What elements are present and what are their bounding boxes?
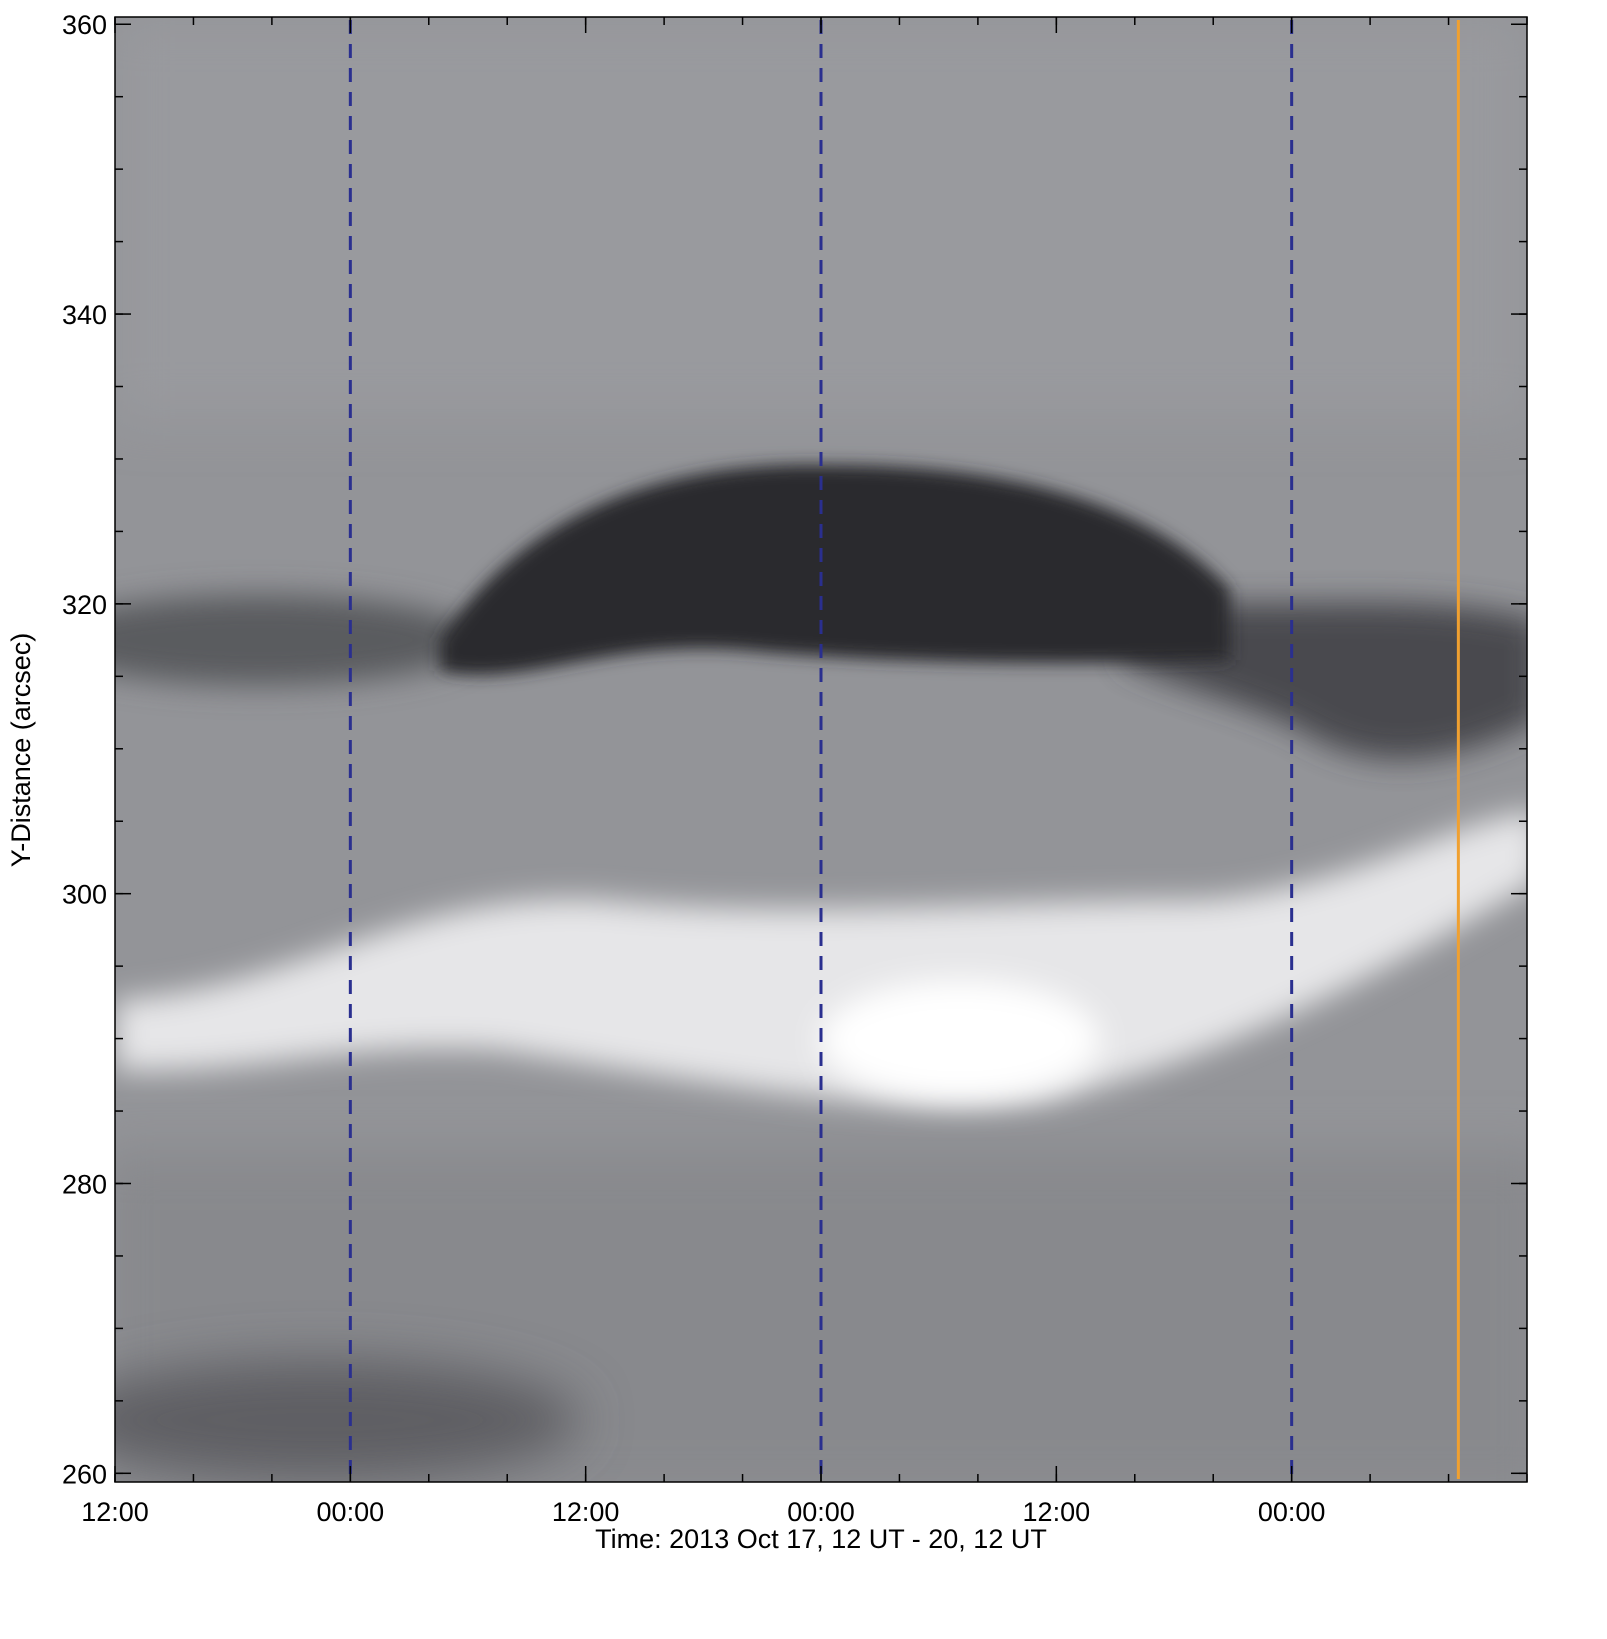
y-tick-label: 360 <box>62 10 107 40</box>
x-tick-label: 00:00 <box>317 1497 385 1527</box>
y-axis-label: Y-Distance (arcsec) <box>6 633 36 868</box>
x-tick-label: 12:00 <box>1023 1497 1091 1527</box>
y-tick-label: 260 <box>62 1459 107 1489</box>
x-tick-label: 00:00 <box>787 1497 855 1527</box>
y-tick-label: 300 <box>62 880 107 910</box>
x-axis-label: Time: 2013 Oct 17, 12 UT - 20, 12 UT <box>595 1524 1047 1554</box>
y-tick-label: 340 <box>62 300 107 330</box>
x-tick-label: 00:00 <box>1258 1497 1326 1527</box>
intensity-image <box>115 17 1527 1482</box>
x-tick-label: 12:00 <box>552 1497 620 1527</box>
y-tick-label: 320 <box>62 590 107 620</box>
x-tick-label: 12:00 <box>81 1497 149 1527</box>
y-tick-label: 280 <box>62 1169 107 1199</box>
